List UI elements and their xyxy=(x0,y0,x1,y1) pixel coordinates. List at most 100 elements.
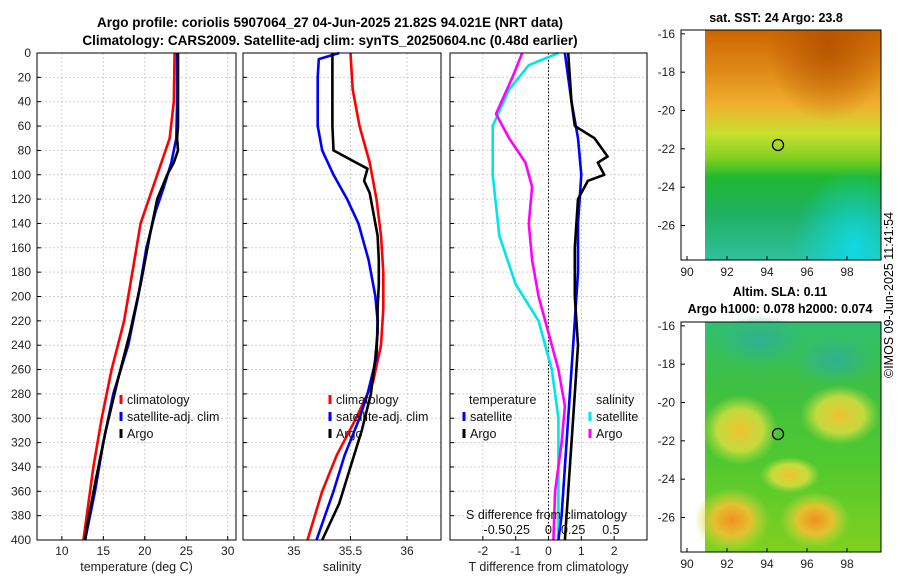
series-temperature-argo xyxy=(557,52,583,541)
series-climatology xyxy=(306,52,385,541)
x-axis-label: temperature (deg C) xyxy=(80,560,193,574)
x-tick-label: -1 xyxy=(510,544,521,558)
map-y-tick-label: -16 xyxy=(658,27,676,41)
title-line-1: Argo profile: coriolis 5907064_27 04-Jun… xyxy=(97,15,563,30)
map-y-tick-label: -22 xyxy=(658,142,676,156)
legend-label: climatology xyxy=(127,393,190,407)
map-x-tick-label: 94 xyxy=(760,265,774,279)
x-tick-label: 2 xyxy=(611,544,618,558)
salinity-panel: 35 35.5 36 salinity climatology satellite-adj… xyxy=(242,51,442,574)
legend-label: satellite-adj. clim xyxy=(127,410,219,424)
series-salinity-satellite xyxy=(494,52,567,541)
map-y-tick-label: -16 xyxy=(658,319,676,333)
y-tick-label: 180 xyxy=(11,265,31,279)
sst-argo-marker xyxy=(771,138,785,152)
x-axis-label: salinity xyxy=(323,560,362,574)
sst-map-title: sat. SST: 24 Argo: 23.8 xyxy=(709,11,843,25)
x-tick-label: -2 xyxy=(477,544,488,558)
map-y-tick-label: -24 xyxy=(658,472,676,486)
x2-tick-label: 0 xyxy=(545,523,552,537)
x2-axis-label: S difference from climatology xyxy=(466,508,628,522)
sla-map: Altim. SLA: 0.11 Argo h1000: 0.078 h2000… xyxy=(658,285,882,571)
series-satellite-adj-clim xyxy=(315,51,379,541)
legend-temperature-title: temperature xyxy=(469,393,536,407)
x-axis-label: T difference from climatology xyxy=(468,560,629,574)
legend-label: satellite xyxy=(596,410,638,424)
x2-tick-label: -0.25 xyxy=(501,523,530,537)
y-tick-label: 340 xyxy=(11,460,31,474)
y-tick-label: 120 xyxy=(11,192,31,206)
map-y-tick-label: -26 xyxy=(658,219,676,233)
series-argo xyxy=(321,53,381,541)
map-y-tick-label: -24 xyxy=(658,180,676,194)
x-tick-label: 25 xyxy=(180,544,194,558)
y-tick-label: 400 xyxy=(11,533,31,547)
x-tick-label: 0 xyxy=(545,544,552,558)
title-line-2: Climatology: CARS2009. Satellite-adj cli… xyxy=(82,33,577,48)
map-y-tick-label: -18 xyxy=(658,65,676,79)
map-x-tick-label: 98 xyxy=(840,265,854,279)
y-tick-label: 200 xyxy=(11,290,31,304)
y-tick-label: 60 xyxy=(18,119,32,133)
y-tick-label: 380 xyxy=(11,509,31,523)
x-tick-label: 15 xyxy=(97,544,111,558)
y-tick-label: 160 xyxy=(11,241,31,255)
sla-map-title-2: Argo h1000: 0.078 h2000: 0.074 xyxy=(688,302,873,316)
series-temperature-satellite xyxy=(491,51,560,540)
x-tick-label: 35 xyxy=(287,544,301,558)
difference-panel: -2 -1 0 1 2 T difference from climatology temp… xyxy=(449,51,648,574)
series-climatology xyxy=(82,52,176,541)
x-tick-label: 20 xyxy=(138,544,152,558)
map-x-tick-label: 94 xyxy=(760,557,774,571)
map-x-tick-label: 92 xyxy=(720,557,734,571)
legend-label: Argo xyxy=(470,427,496,441)
x2-tick-label: 0.5 xyxy=(602,523,619,537)
y-tick-label: 300 xyxy=(11,411,31,425)
legend-label: Argo xyxy=(336,427,362,441)
x-tick-label: 30 xyxy=(221,544,235,558)
map-x-tick-label: 98 xyxy=(840,557,854,571)
x-tick-label: 1 xyxy=(578,544,585,558)
y-tick-label: 220 xyxy=(11,314,31,328)
sst-map: sat. SST: 24 Argo: 23.8 xyxy=(658,11,882,279)
temperature-panel: 10 15 20 25 30020406080100120140160180200220… xyxy=(11,46,237,574)
y-tick-label: 20 xyxy=(18,70,32,84)
y-tick-label: 320 xyxy=(11,436,31,450)
y-tick-label: 240 xyxy=(11,338,31,352)
legend-label: climatology xyxy=(336,393,399,407)
series-salinity-argo xyxy=(563,52,609,541)
map-x-tick-label: 90 xyxy=(680,265,694,279)
x2-tick-label: -0.5 xyxy=(484,523,506,537)
y-tick-label: 260 xyxy=(11,363,31,377)
y-tick-label: 40 xyxy=(18,95,32,109)
map-y-tick-label: -18 xyxy=(658,357,676,371)
x-tick-label: 10 xyxy=(55,544,69,558)
x2-tick-label: 0.25 xyxy=(561,523,585,537)
x-tick-label: 35.5 xyxy=(339,544,363,558)
legend-salinity-title: salinity xyxy=(596,393,635,407)
y-tick-label: 0 xyxy=(24,46,31,60)
y-tick-label: 360 xyxy=(11,484,31,498)
map-y-tick-label: -26 xyxy=(658,511,676,525)
legend-label: satellite xyxy=(470,410,512,424)
legend-label: Argo xyxy=(596,427,622,441)
sla-map-title-1: Altim. SLA: 0.11 xyxy=(733,285,828,299)
legend-label: satellite-adj. clim xyxy=(336,410,428,424)
map-y-tick-label: -22 xyxy=(658,434,676,448)
map-y-tick-label: -20 xyxy=(658,396,676,410)
y-tick-label: 80 xyxy=(18,143,32,157)
grid-temperature xyxy=(37,52,236,541)
y-tick-label: 140 xyxy=(11,216,31,230)
x-tick-label: 36 xyxy=(400,544,414,558)
map-x-tick-label: 96 xyxy=(800,557,814,571)
map-x-tick-label: 92 xyxy=(720,265,734,279)
map-x-tick-label: 96 xyxy=(800,265,814,279)
sla-argo-marker xyxy=(771,427,785,441)
series-argo xyxy=(83,53,180,541)
map-x-tick-label: 90 xyxy=(680,557,694,571)
watermark: ©IMOS 09-Jun-2025 11:41:54 xyxy=(882,212,896,378)
y-tick-label: 280 xyxy=(11,387,31,401)
legend-label: Argo xyxy=(127,427,153,441)
y-tick-label: 100 xyxy=(11,168,31,182)
